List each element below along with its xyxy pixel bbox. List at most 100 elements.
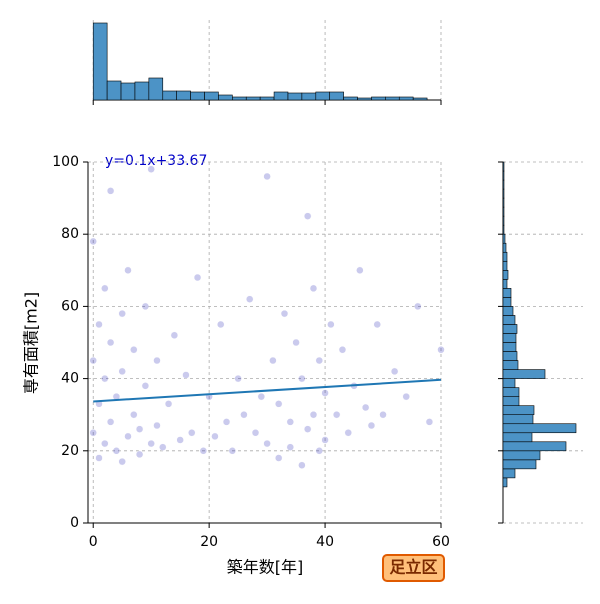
y-tick-label: 60	[61, 298, 79, 314]
histogram-bar	[502, 288, 512, 298]
scatter-point	[101, 439, 109, 448]
histogram-bar	[502, 251, 508, 262]
histogram-bar	[120, 82, 136, 101]
histogram-bar	[502, 306, 514, 316]
scatter-point	[338, 345, 347, 354]
histogram-bar	[502, 279, 508, 289]
scatter-point	[315, 356, 324, 365]
histogram-bar	[502, 170, 505, 181]
histogram-bar	[502, 477, 508, 488]
scatter-point	[298, 374, 306, 383]
histogram-bar	[162, 90, 177, 101]
histogram-bar	[502, 315, 516, 325]
scatter-point	[228, 447, 237, 455]
scatter-point	[309, 410, 318, 419]
scatter-point	[106, 338, 115, 347]
y-tick-label: 40	[61, 371, 79, 387]
histogram-bar	[502, 188, 505, 199]
scatter-point	[373, 320, 381, 329]
badge: 足立区	[389, 558, 437, 577]
regression-line	[93, 378, 442, 403]
histogram-bar	[204, 91, 219, 101]
scatter-point	[147, 165, 155, 173]
histogram-bar	[502, 459, 537, 470]
x-tick-label: 0	[89, 534, 98, 550]
badge-box	[382, 554, 445, 582]
scatter-point	[95, 320, 103, 329]
histogram-bar	[502, 179, 505, 190]
scatter-point	[176, 436, 184, 444]
scatter-point	[240, 410, 248, 419]
scatter-point	[263, 172, 271, 181]
scatter-point	[274, 454, 283, 462]
scatter-point	[361, 403, 370, 412]
histogram-bar	[190, 91, 205, 101]
histogram-bar	[329, 91, 344, 101]
y-tick-label: 20	[61, 443, 79, 459]
scatter-point	[188, 429, 196, 437]
scatter-point	[379, 410, 387, 419]
x-tick-label: 20	[200, 534, 218, 550]
scatter-point	[164, 400, 173, 408]
histogram-bar	[502, 423, 577, 434]
scatter-point	[147, 439, 155, 448]
scatter-point	[222, 418, 231, 426]
histogram-bar	[502, 324, 518, 334]
histogram-bar	[502, 432, 533, 443]
scatter-point	[118, 309, 126, 318]
scatter-point	[263, 439, 271, 448]
scatter-point	[101, 374, 109, 383]
scatter-point	[170, 331, 179, 340]
scatter-point	[89, 237, 97, 246]
scatter-point	[182, 371, 190, 379]
scatter-point	[130, 410, 138, 419]
histogram-bar	[502, 161, 505, 172]
scatter-point	[216, 320, 225, 329]
x-tick-label: 60	[432, 534, 450, 550]
scatter-point	[118, 367, 126, 376]
histogram-bar	[398, 96, 414, 101]
scatter-point	[367, 421, 376, 430]
histogram-bar	[148, 77, 164, 101]
scatter-point	[112, 447, 121, 455]
histogram-bar	[106, 80, 122, 101]
scatter-point	[106, 418, 115, 426]
scatter-point	[327, 320, 335, 329]
histogram-bar	[301, 92, 317, 101]
histogram-bar	[259, 96, 275, 101]
histogram-bar	[502, 450, 541, 461]
histogram-bar	[502, 360, 519, 370]
histogram-bar	[502, 260, 508, 271]
histogram-bar	[218, 94, 233, 101]
x-tick-label: 40	[316, 534, 334, 550]
scatter-point	[124, 432, 132, 441]
histogram-bar	[371, 96, 386, 101]
histogram-bar	[502, 215, 505, 226]
scatter-point	[89, 356, 97, 365]
histogram-bar	[176, 90, 191, 101]
y-tick-label: 100	[52, 154, 79, 170]
scatter-point	[135, 425, 144, 433]
scatter-point	[211, 432, 219, 441]
scatter-point	[321, 389, 329, 397]
scatter-point	[257, 392, 266, 401]
histogram-bar	[412, 97, 428, 101]
scatter-point	[193, 273, 202, 282]
scatter-point	[101, 284, 109, 293]
scatter-point	[425, 418, 434, 426]
histogram-bar	[502, 378, 516, 388]
histogram-bar	[502, 396, 520, 406]
histogram-bar	[287, 92, 303, 101]
scatter-point	[332, 410, 341, 419]
x-axis-label: 築年数[年]	[227, 558, 304, 577]
histogram-bar	[245, 96, 261, 101]
histogram-bar	[343, 96, 358, 101]
scatter-point	[95, 454, 103, 462]
histogram-bar	[502, 387, 520, 397]
y-axis-label: 専有面積[m2]	[22, 292, 41, 394]
scatter-point	[303, 212, 312, 220]
scatter-point	[153, 356, 161, 365]
scatter-point	[280, 309, 289, 318]
histogram-bar	[134, 81, 150, 101]
